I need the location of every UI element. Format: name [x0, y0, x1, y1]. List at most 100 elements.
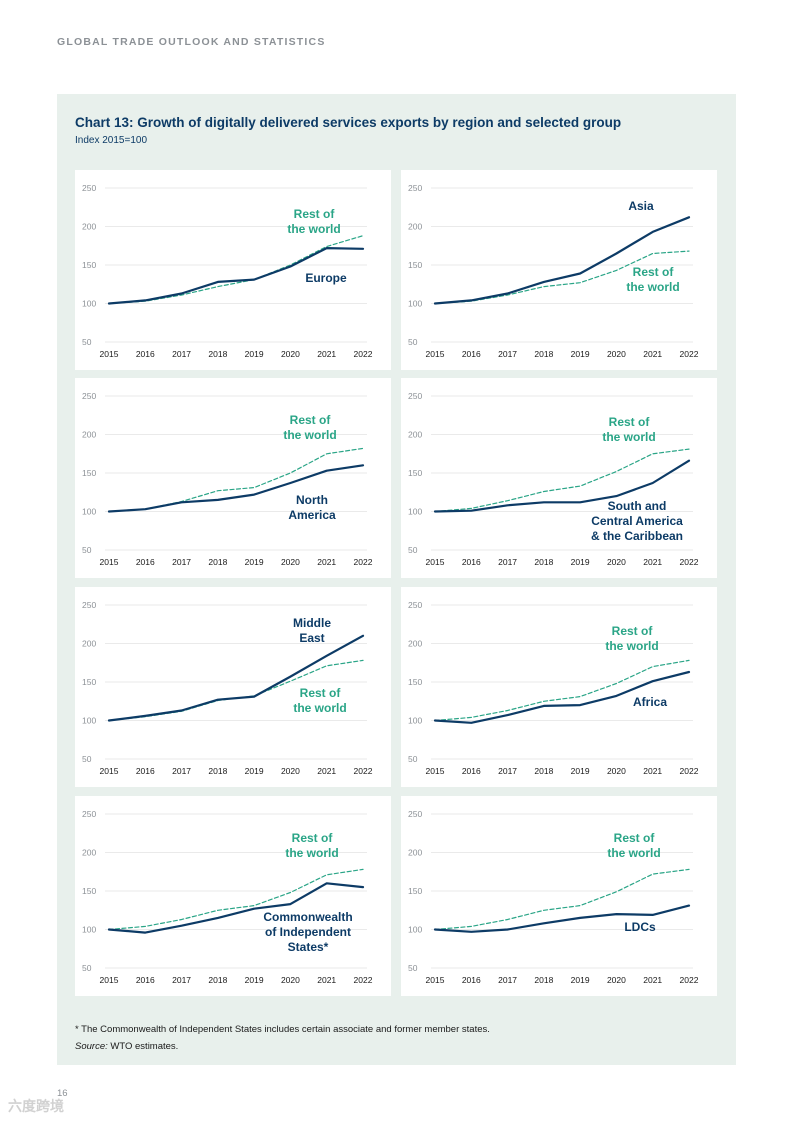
- series-line-region: [107, 634, 365, 722]
- y-tick-label: 250: [408, 809, 422, 819]
- series-label-region: Asia: [628, 199, 654, 213]
- y-tick-label: 150: [82, 677, 96, 687]
- series-line-rest-of-world: [434, 659, 690, 722]
- y-tick-label: 100: [82, 507, 96, 517]
- series-label-region: Commonwealth of Independent States*: [263, 910, 352, 954]
- y-tick-label: 150: [408, 886, 422, 896]
- y-tick-label: 50: [408, 963, 418, 973]
- chart-svg: 50 100 150 200 250 2015 2016 2017 2018 2019 2020 20…: [82, 183, 373, 359]
- chart-cis: 50 100 150 200 250 2015 2016 2017 2018 2019 2020 20…: [75, 796, 391, 996]
- y-tick-label: 150: [408, 260, 422, 270]
- chart-ldcs: 50 100 150 200 250 2015 2016 2017 2018 2019 2020 20…: [401, 796, 717, 996]
- x-tick-label: 2021: [317, 349, 336, 359]
- x-tick-label: 2016: [136, 557, 155, 567]
- y-tick-label: 100: [82, 716, 96, 726]
- series-line-region: [433, 670, 691, 724]
- y-tick-label: 150: [82, 260, 96, 270]
- series-label-region: South and Central America & the Caribbean: [591, 499, 683, 543]
- series-label-rest-of-world: Rest of the world: [293, 686, 346, 715]
- chart-svg: 50 100 150 200 250 2015 2016 2017 2018 2019 2020 20…: [408, 391, 699, 567]
- x-tick-label: 2021: [317, 975, 336, 985]
- watermark: 六度跨境: [8, 1098, 64, 1114]
- x-tick-label: 2020: [281, 766, 300, 776]
- x-tick-label: 2019: [571, 975, 590, 985]
- y-tick-label: 200: [408, 222, 422, 232]
- chart-svg: 50 100 150 200 250 2015 2016 2017 2018 2019 2020 20…: [408, 183, 699, 359]
- x-tick-label: 2018: [208, 766, 227, 776]
- y-tick-label: 50: [408, 337, 418, 347]
- x-tick-label: 2019: [571, 766, 590, 776]
- y-tick-label: 250: [82, 809, 96, 819]
- chart-svg: 50 100 150 200 250 2015 2016 2017 2018 2019 2020 20…: [82, 391, 373, 567]
- x-tick-label: 2022: [354, 557, 373, 567]
- y-tick-label: 200: [82, 639, 96, 649]
- chart-north-america: 50 100 150 200 250 2015 2016 2017 2018 2019 2020 20…: [75, 378, 391, 578]
- chart-south-central-america: 50 100 150 200 250 2015 2016 2017 2018 2019 2020 20…: [401, 378, 717, 578]
- x-tick-label: 2018: [534, 766, 553, 776]
- x-tick-label: 2017: [498, 557, 517, 567]
- y-tick-label: 100: [408, 507, 422, 517]
- x-tick-label: 2020: [607, 766, 626, 776]
- x-tick-label: 2015: [100, 975, 119, 985]
- x-tick-label: 2016: [136, 766, 155, 776]
- x-tick-label: 2017: [172, 975, 191, 985]
- series-line-region: [107, 882, 365, 934]
- x-tick-label: 2019: [245, 975, 264, 985]
- series-label-rest-of-world: Rest of the world: [283, 413, 336, 442]
- x-tick-label: 2021: [643, 557, 662, 567]
- x-tick-label: 2015: [426, 557, 445, 567]
- y-tick-label: 50: [82, 754, 92, 764]
- series-line-rest-of-world: [434, 868, 690, 931]
- x-tick-label: 2020: [281, 557, 300, 567]
- x-tick-label: 2019: [571, 349, 590, 359]
- x-tick-label: 2022: [354, 975, 373, 985]
- chart-svg: 50 100 150 200 250 2015 2016 2017 2018 2019 2020 20…: [82, 600, 373, 776]
- series-label-region: LDCs: [624, 920, 656, 934]
- y-tick-label: 200: [408, 430, 422, 440]
- chart-africa: 50 100 150 200 250 2015 2016 2017 2018 2019 2020 20…: [401, 587, 717, 787]
- x-tick-label: 2017: [498, 349, 517, 359]
- x-tick-label: 2015: [100, 557, 119, 567]
- x-tick-label: 2021: [317, 557, 336, 567]
- x-tick-label: 2015: [100, 766, 119, 776]
- y-tick-label: 250: [408, 600, 422, 610]
- y-tick-label: 200: [408, 639, 422, 649]
- series-line-region: [107, 464, 365, 513]
- figure-subtitle: Index 2015=100: [75, 135, 148, 146]
- x-tick-label: 2018: [534, 975, 553, 985]
- x-tick-label: 2018: [534, 349, 553, 359]
- y-tick-label: 150: [82, 886, 96, 896]
- series-line-region: [433, 216, 691, 305]
- chart-asia: 50 100 150 200 250 2015 2016 2017 2018 2019 2020 20…: [401, 170, 717, 370]
- chart-svg: 50 100 150 200 250 2015 2016 2017 2018 2019 2020 20…: [408, 600, 699, 776]
- series-label-region: North America: [288, 493, 336, 522]
- x-tick-label: 2022: [354, 349, 373, 359]
- x-tick-label: 2022: [680, 766, 699, 776]
- x-tick-label: 2022: [354, 766, 373, 776]
- y-tick-label: 150: [408, 468, 422, 478]
- x-tick-label: 2016: [462, 557, 481, 567]
- series-label-rest-of-world: Rest of the world: [287, 207, 340, 236]
- x-tick-label: 2021: [317, 766, 336, 776]
- x-tick-label: 2016: [462, 766, 481, 776]
- x-tick-label: 2017: [172, 349, 191, 359]
- x-tick-label: 2018: [208, 557, 227, 567]
- chart-europe: 50 100 150 200 250 2015 2016 2017 2018 2019 2020 20…: [75, 170, 391, 370]
- series-label-region: Europe: [305, 271, 347, 285]
- x-tick-label: 2020: [607, 557, 626, 567]
- y-tick-label: 250: [82, 391, 96, 401]
- figure-title: Chart 13: Growth of digitally delivered …: [75, 115, 622, 130]
- x-tick-label: 2021: [643, 975, 662, 985]
- series-label-region: Middle East: [293, 616, 331, 645]
- y-tick-label: 200: [82, 848, 96, 858]
- y-tick-label: 200: [82, 430, 96, 440]
- x-tick-label: 2018: [208, 349, 227, 359]
- x-tick-label: 2017: [172, 766, 191, 776]
- y-tick-label: 100: [408, 716, 422, 726]
- x-tick-label: 2017: [172, 557, 191, 567]
- x-tick-label: 2019: [245, 766, 264, 776]
- chart-svg: 50 100 150 200 250 2015 2016 2017 2018 2019 2020 20…: [82, 809, 373, 985]
- x-tick-label: 2015: [426, 766, 445, 776]
- x-tick-label: 2015: [100, 349, 119, 359]
- source-text: WTO estimates.: [107, 1041, 179, 1052]
